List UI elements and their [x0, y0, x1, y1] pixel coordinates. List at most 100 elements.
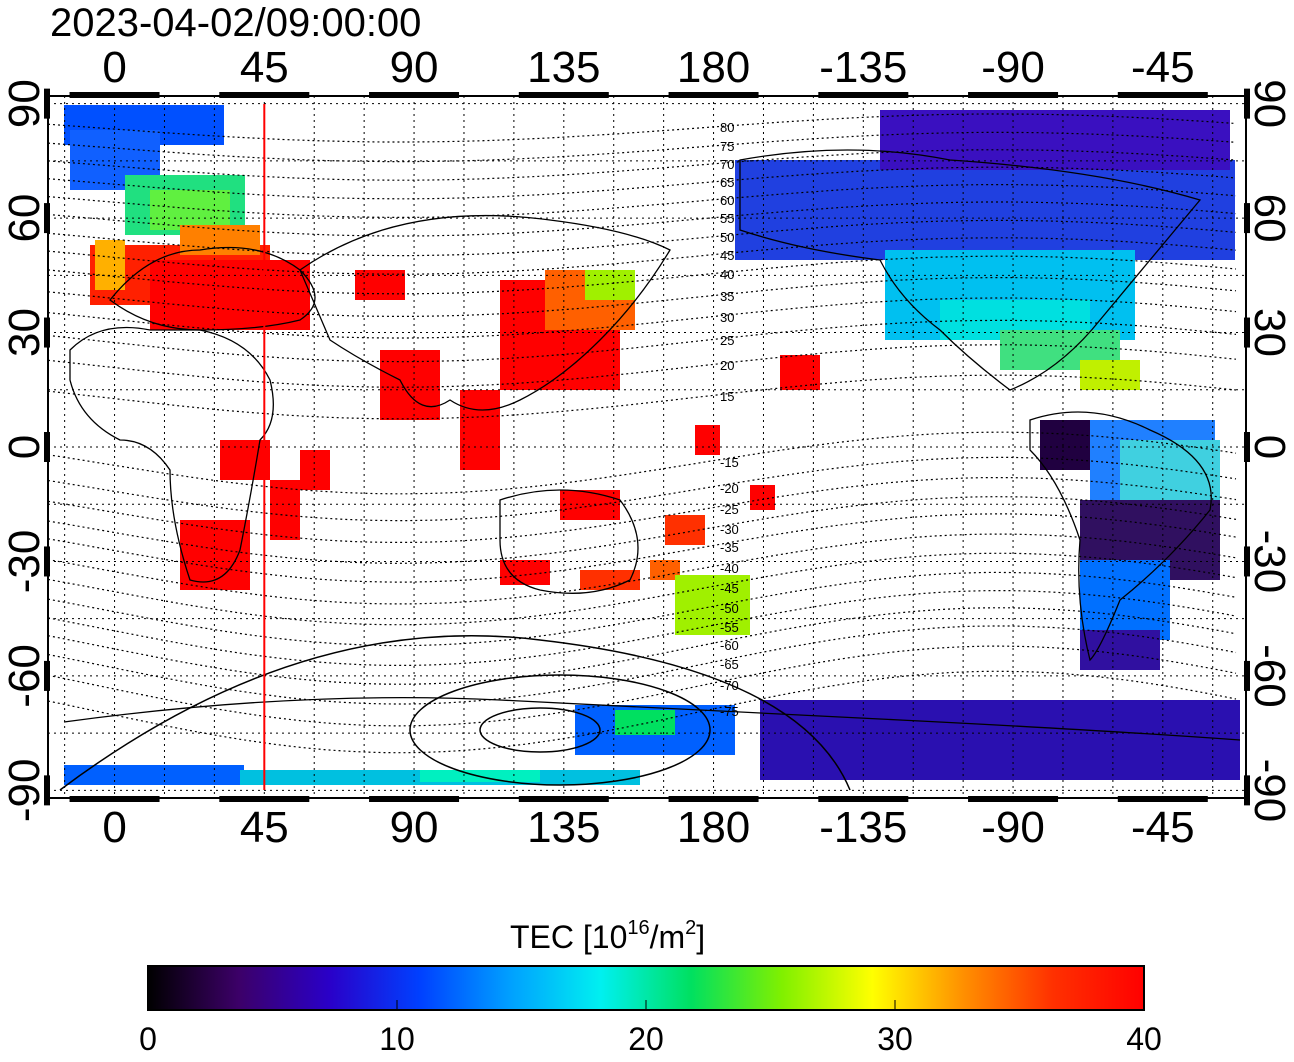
contour-label: 20	[720, 358, 734, 373]
contour-line	[48, 496, 1237, 564]
contour-lines	[48, 113, 1237, 791]
left-tick-bar	[44, 203, 50, 234]
lat-label-left: -60	[0, 644, 49, 708]
contour-line	[48, 149, 1237, 181]
lon-label-top: 180	[677, 43, 750, 92]
top-tick-bar	[668, 92, 759, 98]
lon-label-bottom: -90	[981, 803, 1045, 852]
contour-label: 60	[720, 193, 734, 208]
top-tick-bar	[219, 92, 310, 98]
contour-line	[48, 344, 1237, 388]
lon-label-top: -90	[981, 43, 1045, 92]
contour-line	[48, 645, 1237, 727]
right-tick-bar	[1244, 660, 1250, 691]
colorbar-title: TEC [1016/m2]	[510, 917, 705, 955]
bottom-tick-bar	[219, 796, 310, 802]
contour-label: -65	[720, 657, 739, 672]
lat-label-left: 0	[0, 435, 49, 459]
contour-label: -35	[720, 540, 739, 555]
contour-label: 35	[720, 289, 734, 304]
contour-line	[48, 277, 1237, 317]
top-tick-bar	[818, 92, 909, 98]
lon-label-bottom: 135	[527, 803, 600, 852]
lon-label-top: -135	[819, 43, 907, 92]
lon-label-bottom: -45	[1131, 803, 1195, 852]
contour-label: -75	[720, 704, 739, 719]
contour-line	[48, 533, 1237, 605]
lon-label-top: 45	[240, 43, 289, 92]
lat-label-left: 90	[0, 79, 49, 128]
top-tick-bar	[369, 92, 460, 98]
bottom-tick-bar	[518, 796, 609, 802]
bottom-tick-bar	[968, 796, 1059, 802]
contour-labels: 80 75 70 65 60 55 50 45 40 35 30 25 20 15 -15 -20 -25 -30…	[720, 120, 739, 719]
contour-line	[48, 552, 1237, 626]
left-tick-bar	[44, 775, 50, 806]
lat-label-left: -90	[0, 759, 49, 823]
lon-label-top: 135	[527, 43, 600, 92]
right-tick-bar	[1244, 203, 1250, 234]
bottom-tick-bar	[69, 796, 160, 802]
lon-label-top: 90	[390, 43, 439, 92]
lat-label-right: -30	[1245, 530, 1294, 594]
lon-label-bottom: 0	[102, 803, 126, 852]
lat-label-right: 30	[1245, 308, 1294, 357]
contour-line	[48, 184, 1237, 218]
right-tick-bar	[1244, 775, 1250, 806]
lon-label-top: 0	[102, 43, 126, 92]
lon-label-bottom: 180	[677, 803, 750, 852]
colorbar-tick-label: 20	[628, 1021, 664, 1057]
lat-label-left: -30	[0, 530, 49, 594]
colorbar-tick-label: 10	[379, 1021, 415, 1057]
contour-line	[48, 513, 1237, 583]
contour-label: -50	[720, 601, 739, 616]
contour-label: 50	[720, 230, 734, 245]
contour-label: 25	[720, 333, 734, 348]
tec-data-layer	[64, 105, 1240, 785]
contour-line	[48, 237, 1237, 275]
contour-line	[48, 431, 1237, 495]
colorbar-ticks: 0 10 20 30 40	[139, 1000, 1162, 1057]
top-tick-bar	[518, 92, 609, 98]
contour-label: -55	[720, 620, 739, 635]
contour-label: -30	[720, 522, 739, 537]
lat-label-left: 60	[0, 194, 49, 243]
contour-label: -20	[720, 481, 739, 496]
contour-line	[48, 255, 1237, 295]
colorbar-tick-label: 30	[877, 1021, 913, 1057]
contour-label: -40	[720, 561, 739, 576]
lon-label-bottom: -135	[819, 803, 907, 852]
lat-label-right: 60	[1245, 194, 1294, 243]
top-tick-bar	[968, 92, 1059, 98]
right-tick-bar	[1244, 88, 1250, 119]
lon-label-bottom: 45	[240, 803, 289, 852]
map-title: 2023-04-02/09:00:00	[50, 1, 421, 45]
lat-label-left: 30	[0, 308, 49, 357]
contour-label: 65	[720, 175, 734, 190]
contour-line	[48, 590, 1237, 666]
contour-label: 15	[720, 389, 734, 404]
contour-line	[48, 571, 1237, 647]
contour-label: 55	[720, 211, 734, 226]
contour-label: -70	[720, 678, 739, 693]
contour-line	[48, 113, 1237, 143]
left-tick-bar	[44, 432, 50, 462]
coastlines	[63, 149, 1241, 741]
contour-label: -45	[720, 581, 739, 596]
contour-label: 80	[720, 120, 734, 135]
contour-line	[48, 131, 1237, 163]
contour-label: 45	[720, 248, 734, 263]
contour-label: 70	[720, 157, 734, 172]
contour-line	[48, 319, 1237, 363]
lat-label-right: 0	[1245, 435, 1294, 459]
contour-line	[48, 607, 1237, 685]
contour-ring	[409, 674, 711, 786]
contour-label: 30	[720, 310, 734, 325]
right-tick-bar	[1244, 432, 1250, 462]
bottom-tick-bar	[369, 796, 460, 802]
contour-line	[48, 670, 1237, 754]
colorbar-tick-label: 0	[139, 1021, 157, 1057]
bottom-tick-bar	[668, 796, 759, 802]
contour-line	[48, 219, 1237, 257]
lon-label-top: -45	[1131, 43, 1195, 92]
